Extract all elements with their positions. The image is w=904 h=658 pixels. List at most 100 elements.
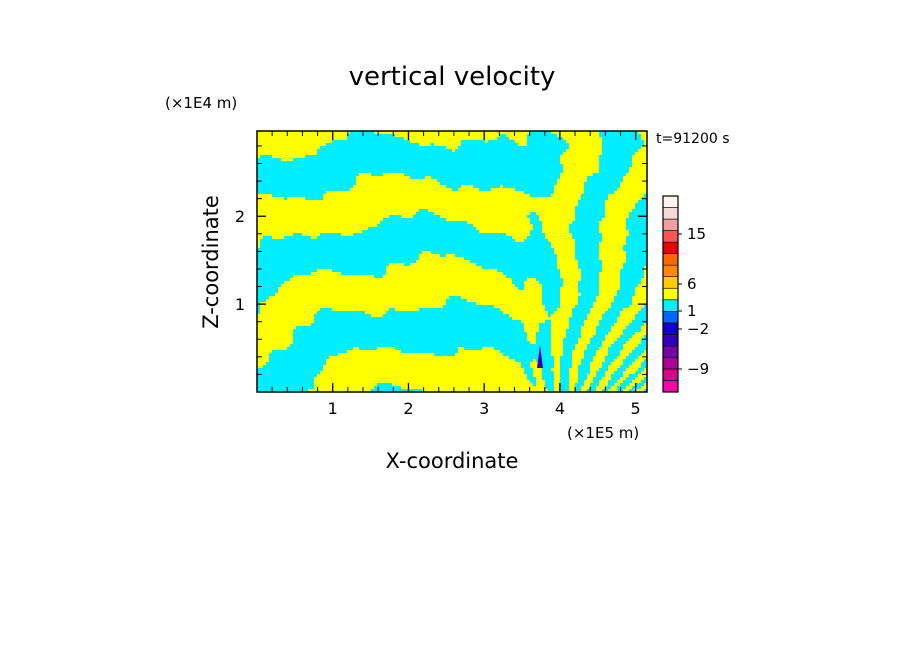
field-cell [596, 329, 611, 332]
field-cell [644, 377, 647, 380]
field-cell [641, 362, 647, 365]
field-cell [380, 221, 467, 224]
field-cell [527, 377, 536, 380]
field-cell [530, 212, 536, 215]
field-cell [587, 179, 623, 182]
field-cell [584, 350, 596, 353]
field-cell [542, 374, 554, 377]
field-cell [284, 197, 287, 200]
field-cell [257, 161, 560, 164]
field-cell [449, 296, 461, 299]
colorbar-swatch [662, 241, 679, 254]
field-cell [620, 281, 641, 284]
field-cell [314, 320, 521, 323]
field-cell [377, 224, 473, 227]
field-cell [581, 272, 599, 275]
field-cell [512, 281, 524, 284]
field-cell [560, 359, 572, 362]
field-cell [257, 311, 260, 314]
field-cell [530, 233, 545, 236]
field-cell [602, 152, 635, 155]
field-cell [581, 278, 599, 281]
field-cell [623, 263, 647, 266]
field-cell [617, 386, 626, 389]
field-cell [257, 374, 317, 377]
field-cell [590, 341, 602, 344]
field-cell [542, 302, 560, 305]
field-cell [257, 260, 416, 263]
field-cell [257, 281, 284, 284]
field-cell [566, 332, 581, 335]
field-cell [587, 344, 602, 347]
field-cell [260, 242, 551, 245]
field-cell [587, 347, 599, 350]
field-cell [626, 242, 647, 245]
field-cell [599, 167, 629, 170]
field-cell [545, 386, 554, 389]
field-cell [575, 242, 599, 245]
field-cell [497, 137, 509, 140]
field-cell [620, 365, 629, 368]
field-cell [602, 140, 644, 143]
colorbar-swatch [662, 207, 679, 220]
field-cell [599, 323, 614, 326]
field-cell [569, 227, 599, 230]
field-cell [608, 350, 620, 353]
field-cell [311, 323, 524, 326]
field-cell [623, 380, 632, 383]
x-unit-label: (×1E5 m) [567, 424, 639, 442]
field-cell [599, 170, 629, 173]
field-cell [257, 182, 356, 185]
y-unit-label: (×1E4 m) [165, 94, 237, 112]
y-axis-label: Z-coordinate [199, 195, 223, 329]
field-cell [620, 287, 635, 290]
field-cell [578, 380, 584, 383]
field-cell [614, 341, 626, 344]
field-cell [317, 311, 365, 314]
field-cell [257, 308, 260, 311]
field-cell [257, 254, 419, 257]
field-cell [257, 284, 281, 287]
field-cell [644, 359, 647, 362]
colorbar-label: 1 [687, 302, 697, 320]
colorbar-swatch [662, 218, 679, 231]
field-cell [578, 281, 599, 284]
field-cell [578, 368, 590, 371]
field-cell [440, 182, 557, 185]
field-cell [575, 251, 599, 254]
field-minimum-core [539, 352, 541, 362]
field-cell [257, 173, 359, 176]
field-cell [620, 383, 629, 386]
colorbar-swatch [662, 310, 679, 324]
field-cell [401, 350, 458, 353]
field-cell [320, 308, 332, 311]
field-cell [635, 203, 647, 206]
field-cell [446, 185, 461, 188]
field-cell [632, 350, 644, 353]
field-cell [608, 380, 617, 383]
field-cell [542, 290, 560, 293]
field-cell [320, 146, 446, 149]
field-cell [260, 239, 515, 242]
field-cell [545, 380, 554, 383]
field-cell [599, 368, 608, 371]
field-cell [629, 374, 638, 377]
field-cell [527, 137, 563, 140]
field-cell [623, 245, 647, 248]
x-tick-label: 2 [403, 399, 413, 418]
field-cell [545, 305, 560, 308]
field-cell [569, 224, 599, 227]
field-cell [602, 146, 641, 149]
field-cell [533, 383, 536, 386]
field-cell [575, 305, 593, 308]
field-cell [452, 188, 458, 191]
colorbar-swatch [662, 368, 679, 381]
field-cell [620, 272, 644, 275]
field-cell [578, 296, 596, 299]
field-cell [404, 263, 410, 266]
field-cell [494, 347, 551, 350]
field-cell [530, 230, 542, 233]
field-cell [257, 287, 278, 290]
field-cell [497, 269, 560, 272]
